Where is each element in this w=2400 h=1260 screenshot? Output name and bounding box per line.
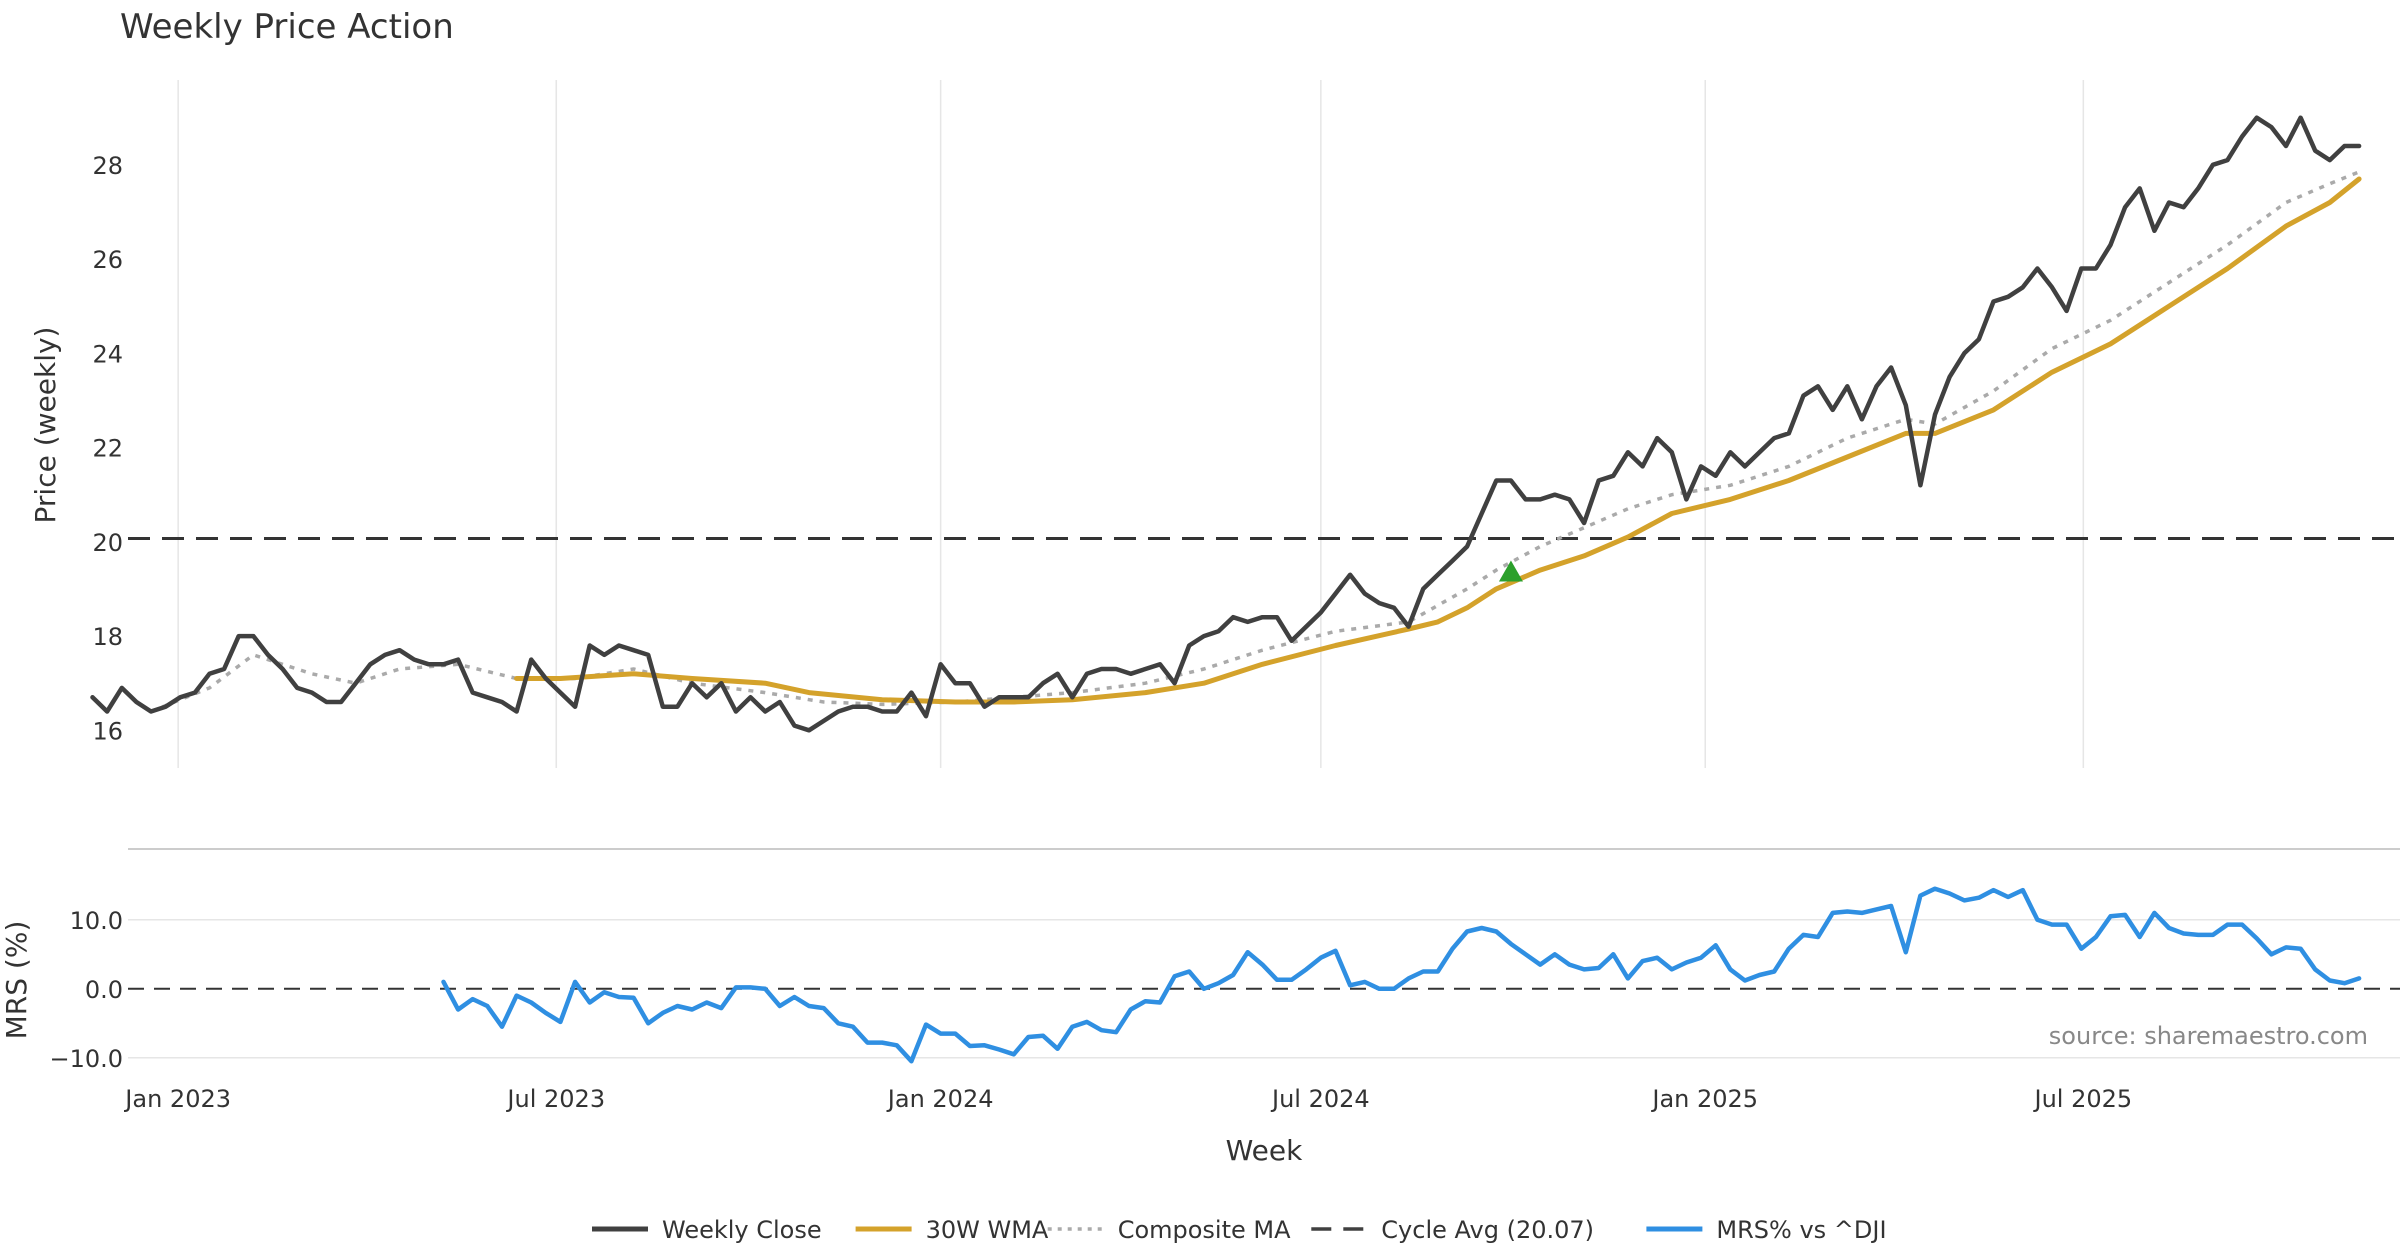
signal-marker <box>1498 560 1523 582</box>
price-y-ticks: 16 18 20 22 24 26 28 <box>92 152 123 745</box>
series-mrs <box>441 886 2362 1064</box>
x-tick-label: Jan 2023 <box>123 1085 231 1113</box>
x-axis-label: Week <box>1226 1134 1303 1167</box>
mrs-y-axis-label: MRS (%) <box>0 921 33 1040</box>
legend-label: Weekly Close <box>662 1216 822 1244</box>
legend: Weekly Close 30W WMA Composite MA Cycle Avg… <box>592 1216 1887 1244</box>
price-y-tick-label: 28 <box>92 152 123 180</box>
legend-item: 30W WMA <box>855 1216 1049 1244</box>
legend-item: Weekly Close <box>592 1216 822 1244</box>
price-y-tick-label: 20 <box>92 529 123 557</box>
legend-label: 30W WMA <box>926 1216 1049 1244</box>
mrs-y-tick-label: 10.0 <box>70 907 123 935</box>
x-tick-label: Jul 2025 <box>2033 1085 2133 1113</box>
x-tick-label: Jul 2023 <box>505 1085 605 1113</box>
mrs-y-tick-label: 0.0 <box>85 976 123 1004</box>
price-y-tick-label: 16 <box>92 717 123 745</box>
series-weekly-close <box>90 115 2362 733</box>
series-30w-wma <box>514 176 2362 705</box>
legend-item: Cycle Avg (20.07) <box>1311 1216 1594 1244</box>
price-grid <box>177 80 2085 768</box>
x-tick-label: Jan 2024 <box>886 1085 994 1113</box>
legend-label: Composite MA <box>1118 1216 1291 1244</box>
chart-title: Weekly Price Action <box>120 7 454 47</box>
legend-label: Cycle Avg (20.07) <box>1381 1216 1594 1244</box>
price-y-tick-label: 24 <box>92 340 123 368</box>
legend-item: Composite MA <box>1047 1216 1291 1244</box>
legend-item: MRS% vs ^DJI <box>1646 1216 1887 1244</box>
x-tick-label: Jan 2025 <box>1650 1085 1758 1113</box>
x-axis-ticks: Jan 2023 Jul 2023 Jan 2024 Jul 2024 Jan 2025… <box>123 1085 2132 1113</box>
mrs-grid <box>128 919 2400 1059</box>
source-credit: source: sharemaestro.com <box>2049 1022 2368 1050</box>
price-y-tick-label: 22 <box>92 435 123 463</box>
price-y-tick-label: 26 <box>92 246 123 274</box>
mrs-y-ticks: −10.0 0.0 10.0 <box>49 907 123 1073</box>
x-tick-label: Jul 2024 <box>1270 1085 1370 1113</box>
mrs-y-tick-label: −10.0 <box>49 1045 123 1073</box>
price-y-axis-label: Price (weekly) <box>29 327 62 524</box>
price-annotations <box>1498 560 1523 582</box>
legend-label: MRS% vs ^DJI <box>1716 1216 1886 1244</box>
price-series <box>90 115 2362 733</box>
mrs-series <box>441 886 2362 1064</box>
series-composite-ma <box>150 170 2360 714</box>
price-y-tick-label: 18 <box>92 623 123 651</box>
